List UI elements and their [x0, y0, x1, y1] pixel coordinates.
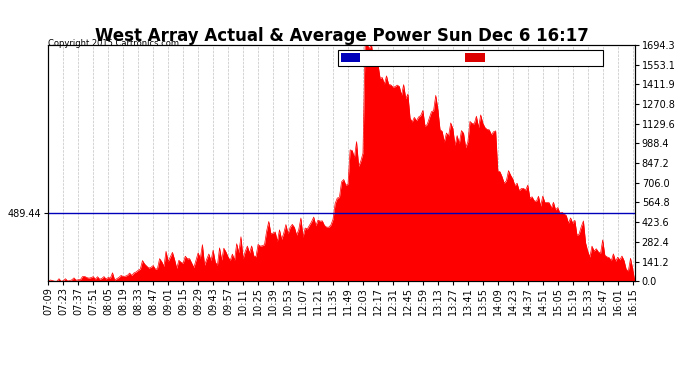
Title: West Array Actual & Average Power Sun Dec 6 16:17: West Array Actual & Average Power Sun De… [95, 27, 589, 45]
Text: Copyright 2015 Cartronics.com: Copyright 2015 Cartronics.com [48, 39, 179, 48]
Legend: Average  (DC Watts), West Array  (DC Watts): Average (DC Watts), West Array (DC Watts… [338, 50, 603, 66]
